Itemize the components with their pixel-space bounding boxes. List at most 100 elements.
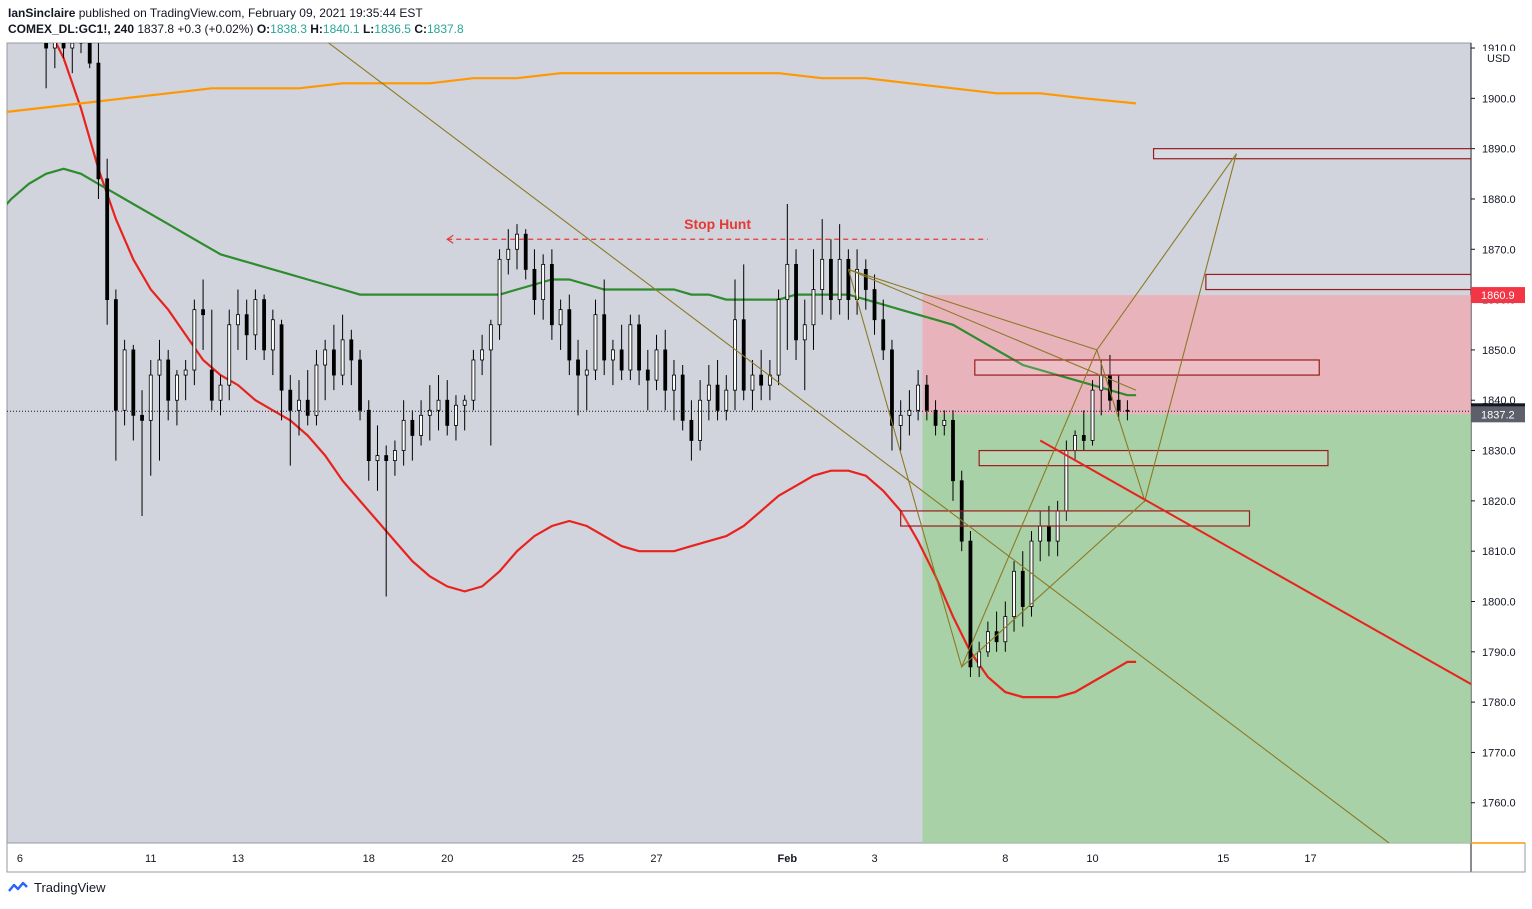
candle-body: [654, 349, 659, 381]
time-tick-label: 15: [1217, 853, 1229, 865]
candle-body: [698, 399, 703, 441]
time-tick-label: 27: [650, 853, 662, 865]
candle-body: [933, 409, 938, 426]
candle-body: [567, 309, 572, 361]
zone-box: [978, 449, 1329, 467]
candle-body: [628, 324, 633, 371]
price-tick-label: 1850.0: [1482, 345, 1516, 357]
pattern-line: [848, 268, 1137, 391]
last-price: 1837.8: [137, 22, 175, 36]
candle-body: [541, 263, 546, 301]
ohlc-line: COMEX_DL:GC1!, 240 1837.8 +0.3 (+0.02%) …: [8, 21, 464, 37]
candle-body: [785, 263, 790, 301]
candle-body: [811, 289, 816, 326]
candle-body: [611, 349, 615, 361]
candle-body: [218, 384, 223, 401]
candle-body: [410, 419, 415, 436]
candle-body: [105, 178, 110, 301]
price-tick-label: 1820.0: [1482, 496, 1516, 508]
candle-body: [96, 62, 101, 180]
price-label: 1837.2: [1481, 409, 1515, 421]
candle-body: [515, 233, 519, 250]
candle-body: [384, 455, 389, 462]
candle-body: [715, 384, 720, 411]
candle-body: [157, 359, 162, 376]
zone-box: [974, 359, 1320, 376]
stop-hunt-label: Stop Hunt: [684, 216, 751, 232]
candle-body: [890, 349, 894, 426]
candle-body: [175, 374, 179, 401]
price-axis-background: [1471, 43, 1528, 843]
time-tick-label: 6: [17, 853, 23, 865]
time-tick-label: 20: [441, 853, 453, 865]
price-tick-label: 1760.0: [1482, 798, 1516, 810]
candle-body: [759, 374, 764, 386]
moving-average-line: [7, 72, 1137, 113]
moving-average-line: [7, 167, 1137, 397]
footer-brand: TradingView: [8, 880, 106, 895]
open-value: 1838.3: [270, 22, 307, 36]
pattern-line: [1096, 153, 1237, 351]
candle-body: [706, 384, 711, 401]
candle-body: [767, 374, 772, 386]
price-change: +0.3 (+0.02%): [177, 22, 254, 36]
stop-loss-zone: [922, 295, 1471, 415]
candle-body: [480, 349, 485, 361]
candle-body: [253, 299, 258, 336]
candle-body: [227, 324, 232, 386]
time-tick-label: 8: [1002, 853, 1008, 865]
candle-body: [131, 349, 136, 416]
candle-body: [87, 43, 92, 64]
candle-body: [506, 248, 511, 260]
candle-body: [576, 359, 580, 376]
pattern-line: [961, 500, 1146, 668]
candle-body: [968, 540, 973, 668]
tradingview-logo-icon: [8, 881, 28, 892]
candle-body: [602, 314, 607, 361]
candle-body: [297, 399, 301, 411]
candle-body: [829, 258, 833, 301]
trend-line: [1039, 439, 1471, 686]
price-label-bg: [1471, 287, 1525, 304]
price-tick-label: 1810.0: [1482, 546, 1516, 558]
candle-body: [488, 324, 493, 351]
candle-body: [419, 414, 423, 436]
candle-body: [70, 43, 75, 49]
candle-body: [497, 258, 502, 326]
symbol-label[interactable]: COMEX_DL:GC1!, 240: [8, 22, 135, 36]
candle-body: [558, 309, 563, 326]
price-tick-label: 1780.0: [1482, 697, 1516, 709]
candle-body: [1003, 616, 1008, 643]
candle-body: [672, 374, 676, 391]
candle-body: [619, 349, 624, 371]
high-label: H:: [310, 22, 323, 36]
candle-body: [1073, 435, 1077, 451]
author-name[interactable]: IanSinclaire: [8, 6, 76, 20]
candle-body: [1090, 389, 1095, 441]
candle-body: [192, 309, 197, 371]
candle-body: [1125, 409, 1130, 412]
candle-body: [201, 309, 205, 316]
close-label: C:: [414, 22, 427, 36]
candle-body: [942, 419, 947, 426]
candle-body: [61, 43, 66, 49]
candle-body: [680, 374, 685, 421]
candle-body: [1081, 435, 1086, 441]
candle-body: [209, 369, 214, 401]
candle-body: [549, 263, 554, 326]
zone-box: [1152, 148, 1471, 160]
time-tick-label: 25: [572, 853, 584, 865]
candle-body: [794, 263, 798, 341]
candle-body: [375, 455, 380, 462]
time-tick-label: 13: [232, 853, 244, 865]
candle-body: [427, 409, 432, 416]
candle-body: [1099, 374, 1104, 391]
close-value: 1837.8: [426, 22, 464, 36]
candle-body: [593, 314, 598, 371]
low-label: L:: [362, 22, 375, 36]
price-label-bg: [1471, 406, 1525, 423]
candle-body: [837, 258, 842, 301]
candle-body: [1047, 525, 1051, 542]
candle-body: [776, 299, 781, 376]
